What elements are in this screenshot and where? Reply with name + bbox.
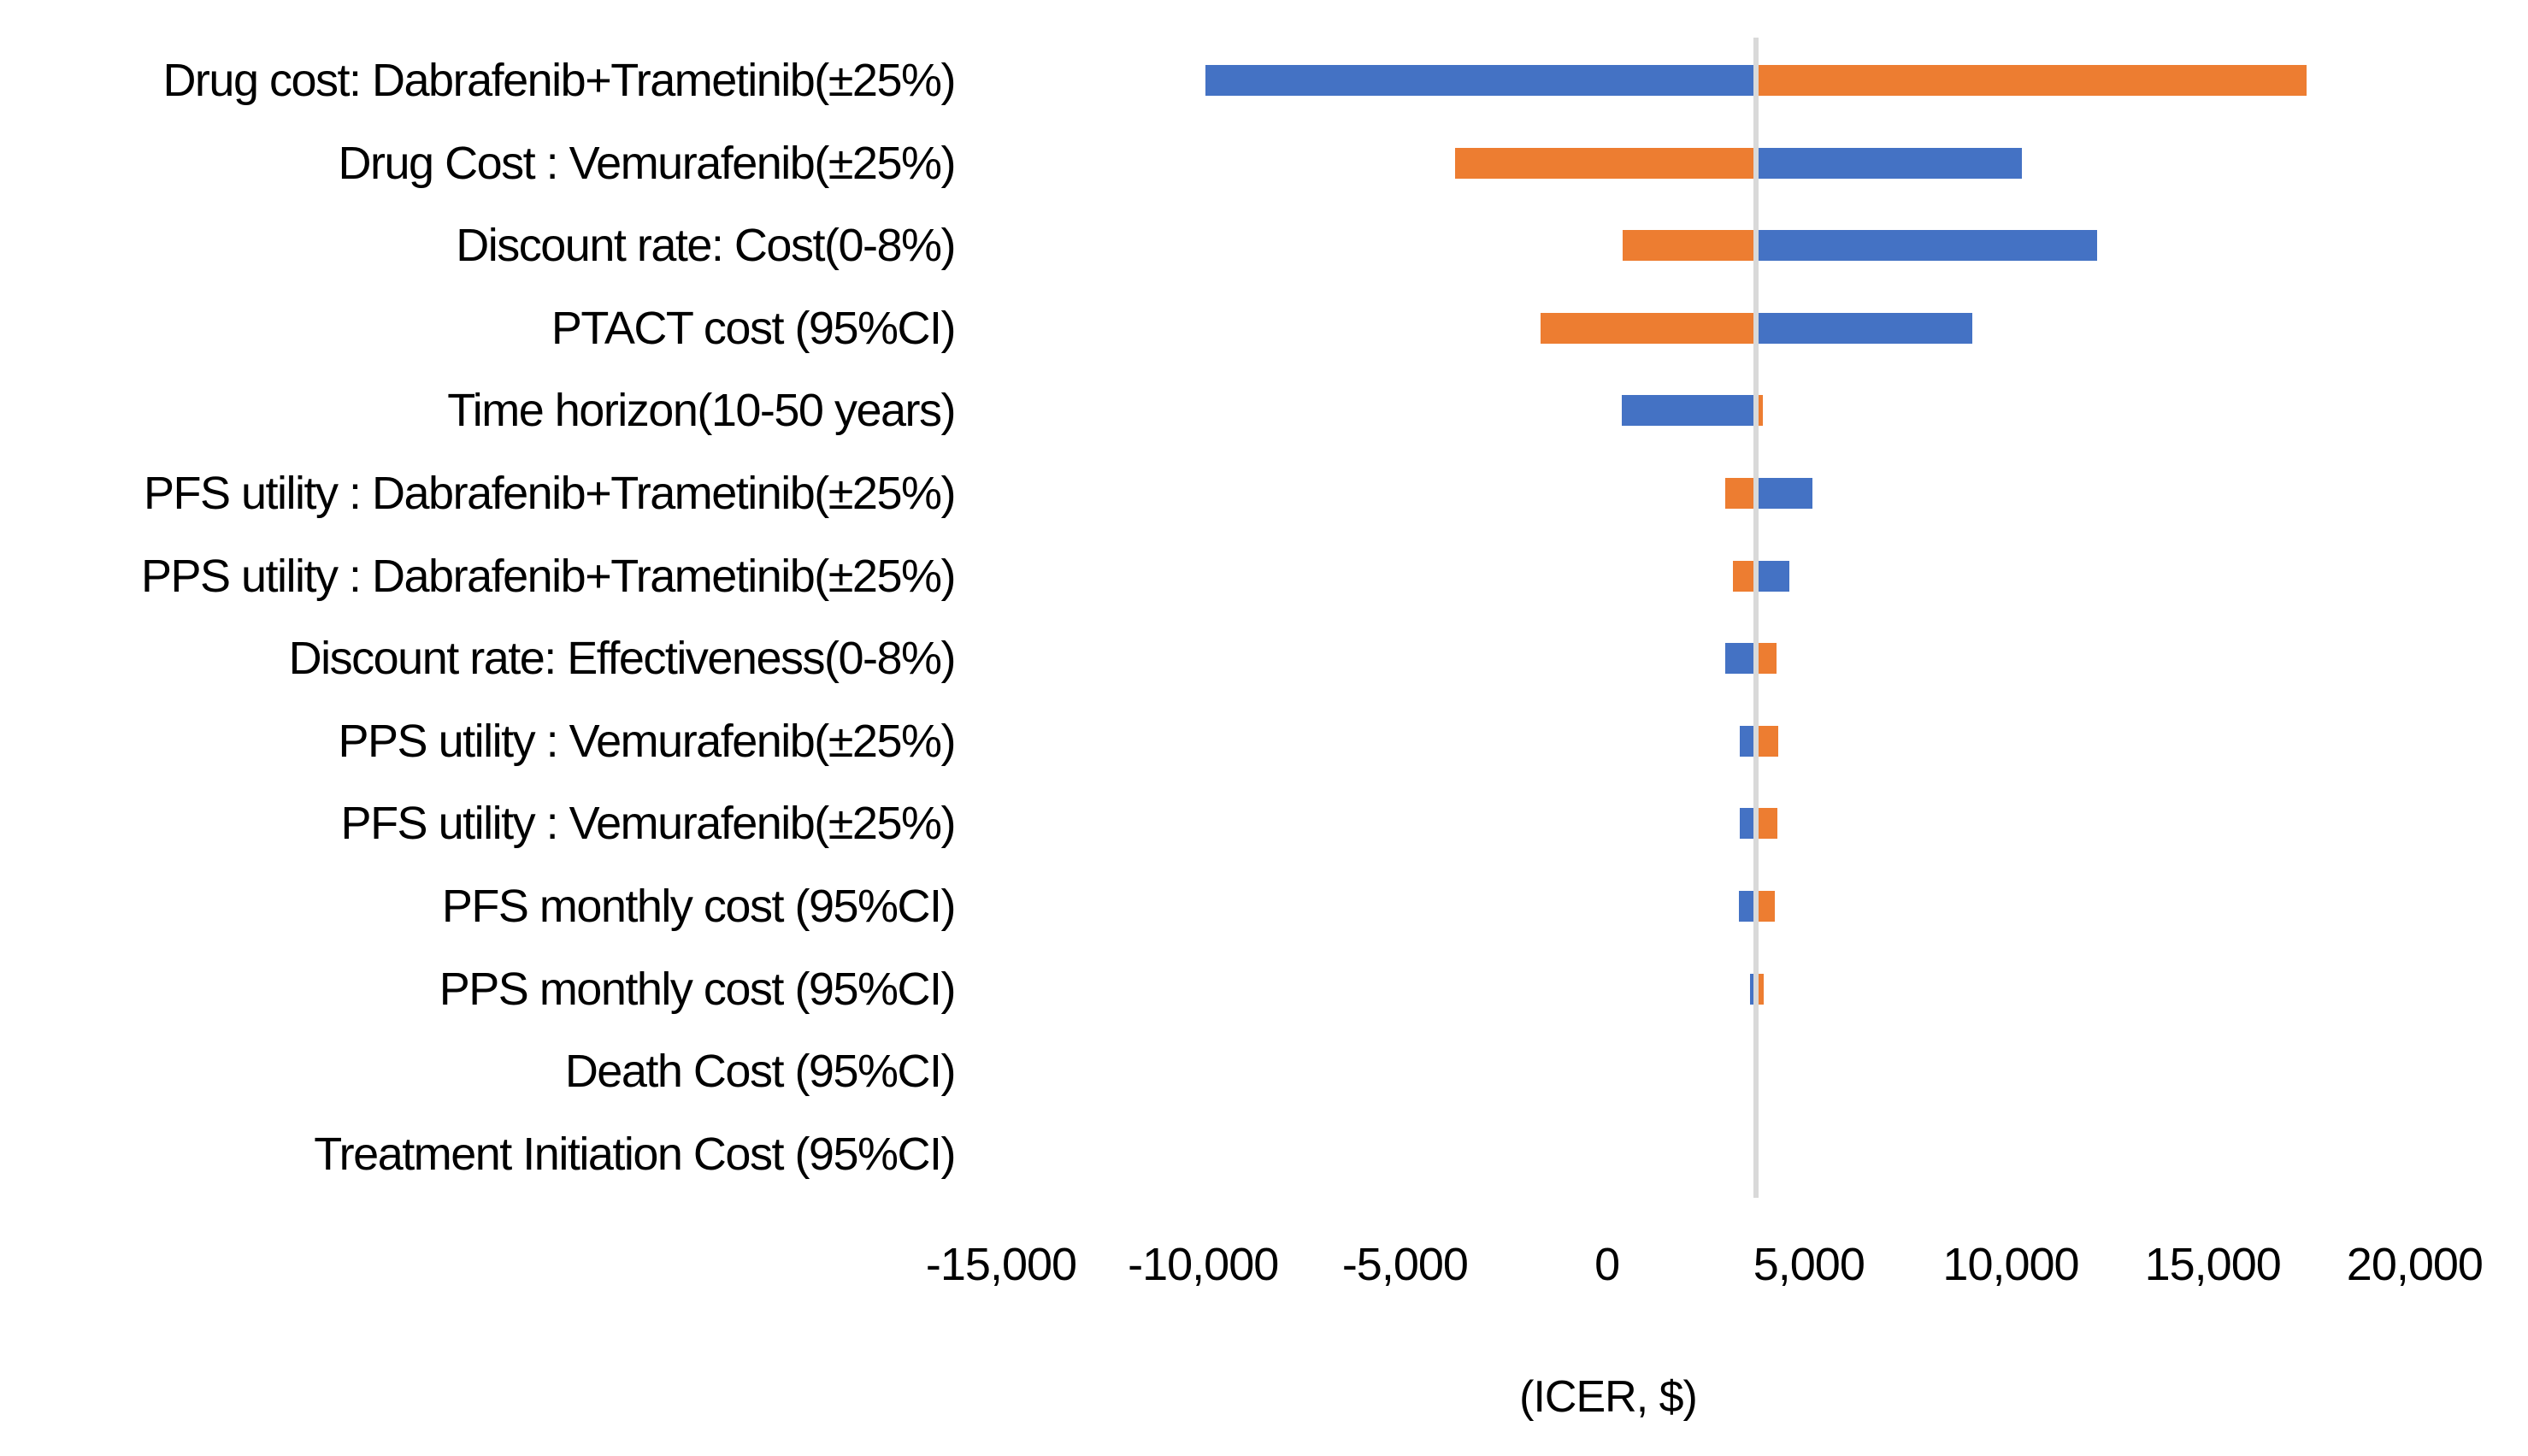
category-label: Drug cost: Dabrafenib+Trametinib(±25%) <box>162 55 956 106</box>
x-axis-tick-label: -10,000 <box>1128 1239 1279 1290</box>
bar-low-segment <box>1540 312 1757 344</box>
bar-high-segment <box>1756 65 2307 96</box>
category-label: PPS utility : Vemurafenib(±25%) <box>338 715 957 767</box>
bar-high-segment <box>1756 891 1775 922</box>
bar-high-segment <box>1756 395 1763 427</box>
x-axis-tick-label: 10,000 <box>1942 1239 2079 1290</box>
bar-low-segment <box>1621 395 1757 427</box>
bar-low-segment <box>1724 643 1757 675</box>
x-axis-tick-label: 5,000 <box>1753 1239 1865 1290</box>
bar-low-segment <box>1739 891 1757 922</box>
bar-high-segment <box>1756 147 2023 179</box>
bar-low-segment <box>1740 725 1757 757</box>
bar-high-segment <box>1756 312 1973 344</box>
x-axis-tick-label: -15,000 <box>925 1239 1077 1290</box>
bar-low-segment <box>1622 230 1757 262</box>
x-axis-title: (ICER, $) <box>1519 1372 1698 1422</box>
bar-low-segment <box>1724 478 1757 509</box>
bar-high-segment <box>1756 973 1765 1005</box>
bar-low-segment <box>1205 65 1757 96</box>
x-axis-tick-label: 15,000 <box>2144 1239 2282 1290</box>
category-label: Time horizon(10-50 years) <box>447 385 956 437</box>
bar-high-segment <box>1756 478 1812 509</box>
category-label: PFS utility : Vemurafenib(±25%) <box>340 798 957 850</box>
x-axis-tick-label: 20,000 <box>2346 1239 2484 1290</box>
bar-low-segment <box>1740 808 1757 840</box>
category-label: PTACT cost (95%CI) <box>551 302 957 354</box>
x-axis-tick-label: -5,000 <box>1341 1239 1469 1290</box>
category-label: Death Cost (95%CI) <box>564 1046 957 1098</box>
category-label: PFS utility : Dabrafenib+Trametinib(±25%… <box>143 468 957 519</box>
category-label: PPS utility : Dabrafenib+Trametinib(±25%… <box>140 550 957 602</box>
bar-high-segment <box>1756 725 1779 757</box>
bar-low-segment <box>1454 147 1757 179</box>
bar-high-segment <box>1756 808 1778 840</box>
bar-high-segment <box>1756 230 2098 262</box>
category-label: Drug Cost : Vemurafenib(±25%) <box>338 137 957 189</box>
category-label: Discount rate: Cost(0-8%) <box>456 220 956 272</box>
bar-high-segment <box>1756 560 1789 592</box>
x-axis-tick-label: 0 <box>1594 1239 1620 1290</box>
category-label: PPS monthly cost (95%CI) <box>439 963 957 1015</box>
category-label: Treatment Initiation Cost (95%CI) <box>314 1128 956 1180</box>
bar-low-segment <box>1733 560 1757 592</box>
category-label: Discount rate: Effectiveness(0-8%) <box>288 633 957 685</box>
category-label: PFS monthly cost (95%CI) <box>441 881 957 932</box>
baseline-gridline <box>1753 38 1759 1198</box>
bar-low-segment <box>1750 973 1757 1005</box>
bar-high-segment <box>1756 643 1777 675</box>
